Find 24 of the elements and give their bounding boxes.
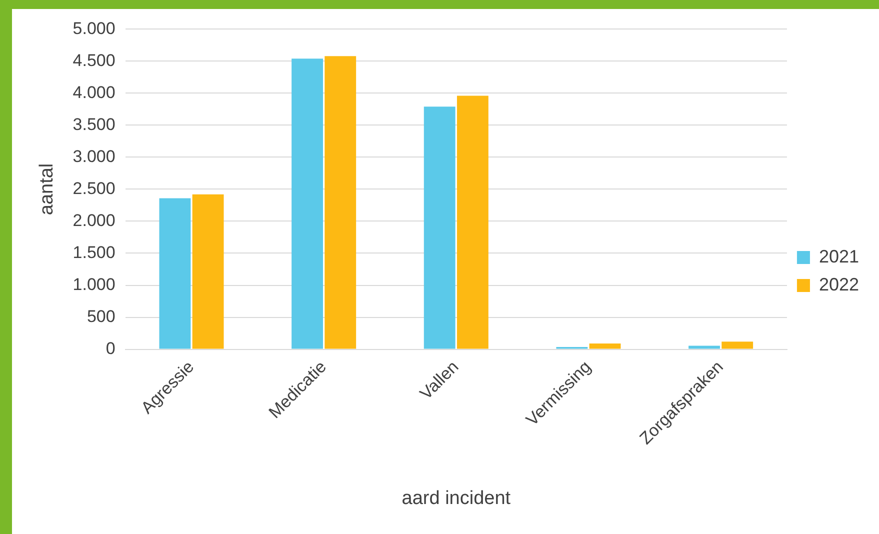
legend-label: 2021 <box>818 246 860 266</box>
y-axis-title: aantal <box>36 163 58 216</box>
y-tick-label: 1.500 <box>72 242 116 262</box>
y-tick-label: 1.000 <box>72 274 116 294</box>
y-tick-label: 4.000 <box>72 82 116 102</box>
y-tick-label: 3.000 <box>72 146 116 166</box>
y-tick-label: 5.000 <box>72 18 116 38</box>
y-tick-label: 2.500 <box>72 178 116 198</box>
bar <box>292 58 323 349</box>
y-tick-label: 4.500 <box>72 50 116 70</box>
x-axis-title: aard incident <box>402 488 512 509</box>
bar <box>722 342 754 349</box>
y-tick-label: 3.500 <box>72 114 116 134</box>
bar <box>324 56 356 349</box>
bar <box>589 344 621 349</box>
y-tick-label: 0 <box>106 338 116 358</box>
y-tick-label: 2.000 <box>72 210 116 230</box>
bar <box>688 346 720 349</box>
legend-label: 2022 <box>818 274 860 294</box>
bar <box>456 96 488 349</box>
bar <box>159 198 191 349</box>
y-tick-label: 500 <box>86 306 116 326</box>
bar <box>424 106 456 349</box>
bar <box>192 194 224 349</box>
